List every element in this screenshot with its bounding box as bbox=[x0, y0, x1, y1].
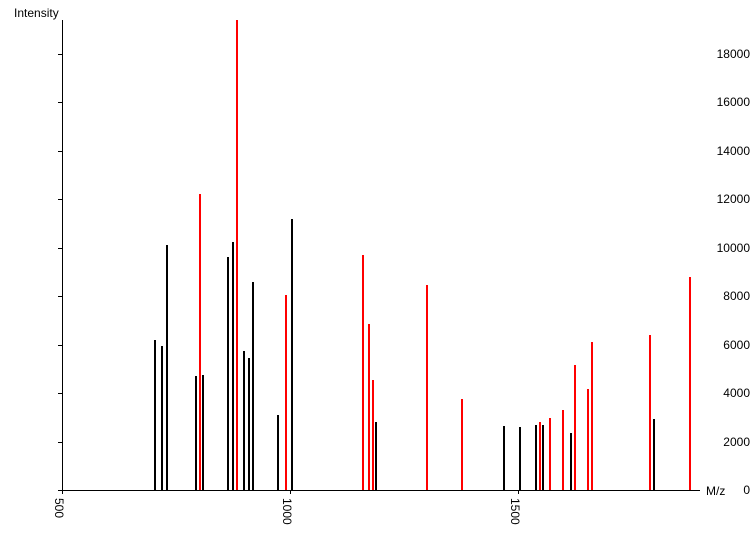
spectrum-peak bbox=[503, 426, 505, 490]
spectrum-peak bbox=[166, 245, 168, 490]
y-tick-label: 14000 bbox=[698, 144, 750, 158]
spectrum-peak bbox=[587, 389, 589, 490]
x-tick-label: 500 bbox=[52, 498, 66, 518]
x-tick bbox=[290, 490, 291, 494]
spectrum-peak bbox=[649, 335, 651, 490]
spectrum-peak bbox=[252, 282, 254, 490]
spectrum-peak bbox=[227, 257, 229, 490]
y-tick-label: 12000 bbox=[698, 192, 750, 206]
x-tick bbox=[62, 490, 63, 494]
spectrum-peak bbox=[574, 365, 576, 490]
spectrum-peak bbox=[199, 194, 201, 490]
y-tick bbox=[58, 199, 62, 200]
y-tick-label: 0 bbox=[698, 483, 750, 497]
y-tick-label: 8000 bbox=[698, 289, 750, 303]
spectrum-peak bbox=[461, 399, 463, 490]
spectrum-peak bbox=[570, 433, 572, 490]
y-tick bbox=[58, 442, 62, 443]
x-tick bbox=[518, 490, 519, 494]
spectrum-peak bbox=[161, 346, 163, 490]
spectrum-peak bbox=[154, 340, 156, 490]
spectrum-peak bbox=[236, 20, 238, 490]
spectrum-peak bbox=[549, 418, 551, 490]
y-tick-label: 6000 bbox=[698, 338, 750, 352]
y-tick-label: 18000 bbox=[698, 47, 750, 61]
y-tick bbox=[58, 54, 62, 55]
y-tick bbox=[58, 102, 62, 103]
y-axis-line bbox=[62, 20, 63, 490]
y-tick bbox=[58, 393, 62, 394]
spectrum-peak bbox=[562, 410, 564, 490]
y-tick bbox=[58, 151, 62, 152]
spectrum-peak bbox=[689, 277, 691, 490]
spectrum-peak bbox=[653, 419, 655, 490]
spectrum-peak bbox=[519, 427, 521, 490]
x-axis-line bbox=[62, 490, 700, 491]
spectrum-peak bbox=[372, 380, 374, 490]
spectrum-peak bbox=[535, 425, 537, 490]
spectrum-peak bbox=[368, 324, 370, 490]
y-tick-label: 4000 bbox=[698, 386, 750, 400]
spectrum-peak bbox=[591, 342, 593, 490]
spectrum-peak bbox=[195, 376, 197, 490]
spectrum-peak bbox=[362, 255, 364, 490]
spectrum-peak bbox=[248, 358, 250, 490]
y-tick-label: 10000 bbox=[698, 241, 750, 255]
x-tick-label: 1500 bbox=[508, 498, 522, 525]
spectrum-peak bbox=[542, 425, 544, 490]
spectrum-peak bbox=[232, 242, 234, 490]
spectrum-peak bbox=[202, 375, 204, 490]
chart-container: Intensity M/z 02000400060008000100001200… bbox=[0, 0, 750, 540]
y-tick bbox=[58, 345, 62, 346]
spectrum-peak bbox=[291, 219, 293, 490]
spectrum-peak bbox=[375, 422, 377, 490]
spectrum-peak bbox=[277, 415, 279, 490]
y-tick-label: 2000 bbox=[698, 435, 750, 449]
spectrum-peak bbox=[426, 285, 428, 490]
y-tick bbox=[58, 296, 62, 297]
y-tick bbox=[58, 248, 62, 249]
spectrum-peak bbox=[243, 351, 245, 490]
spectrum-peak bbox=[539, 422, 541, 490]
y-axis-title: Intensity bbox=[14, 6, 59, 20]
x-tick-label: 1000 bbox=[280, 498, 294, 525]
spectrum-peak bbox=[285, 295, 287, 490]
y-tick-label: 16000 bbox=[698, 95, 750, 109]
